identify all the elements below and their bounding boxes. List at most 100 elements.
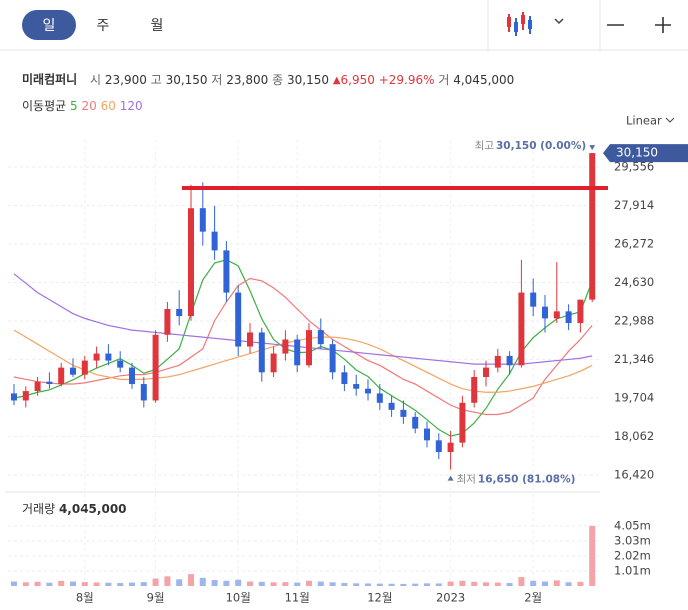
volume-bar [81, 582, 88, 586]
tab[interactable]: 일 [43, 18, 56, 34]
volume-tick-label: 4.05m [614, 518, 651, 532]
dropdown[interactable] [665, 117, 675, 123]
y-tick-label: 22,988 [614, 314, 654, 328]
candle-body [93, 353, 100, 361]
volume-bar [34, 581, 41, 586]
volume-bar [471, 581, 478, 586]
candle-body [542, 306, 548, 319]
candle-body [129, 367, 135, 385]
candle-body [400, 409, 407, 417]
candle-body [471, 377, 478, 403]
candle-body [105, 353, 112, 361]
volume-bar [494, 582, 501, 586]
volume-bar [140, 582, 147, 586]
volume-bar [435, 583, 442, 586]
y-tick-label: 24,630 [614, 275, 654, 289]
scale-mode[interactable]: Linear [626, 114, 662, 128]
volume-bar [11, 581, 17, 586]
volume-bar [294, 582, 301, 586]
volume-bar [412, 583, 419, 586]
volume-bar [306, 580, 312, 586]
volume-bar [258, 581, 265, 586]
candle-body [589, 153, 596, 300]
volume-bar [176, 579, 183, 586]
y-tick-label: 26,272 [614, 237, 654, 251]
volume-bar [46, 582, 53, 586]
candle-body [34, 381, 41, 392]
volume-bar [58, 580, 65, 586]
tab[interactable]: 월 [151, 18, 164, 34]
low-note-text: 16,650 (81.08%) [478, 474, 576, 486]
candle-body [459, 402, 466, 443]
volume-bar [565, 582, 572, 586]
candle-body [211, 231, 218, 251]
candle-body [317, 330, 324, 345]
volume-bar [129, 582, 135, 586]
volume-bar [188, 574, 194, 586]
volume-bar [589, 525, 596, 586]
candle-body [188, 208, 194, 317]
y-tick-label: 21,346 [614, 352, 654, 366]
volume-bar [199, 577, 206, 586]
chart-type-icon[interactable] [507, 12, 532, 36]
volume-bar [553, 580, 560, 586]
candle-body [412, 416, 419, 429]
candle-body [518, 292, 525, 366]
volume-bar [22, 582, 29, 586]
volume-bar [506, 583, 513, 586]
candle-body [424, 428, 430, 441]
candle-body [494, 355, 501, 368]
y-tick-label: 27,914 [614, 198, 654, 212]
candle-body [341, 372, 348, 385]
high-marker [589, 145, 596, 151]
x-tick-label: 10월 [226, 591, 251, 605]
volume-bar [447, 581, 454, 586]
volume-bar [211, 580, 218, 586]
candle-body [70, 367, 76, 375]
price-tag: 30,150 [616, 146, 658, 160]
volume-bar [400, 583, 407, 586]
candle-body [164, 309, 171, 335]
candle-body [376, 393, 383, 403]
candle-body [247, 332, 253, 347]
candle-body [140, 384, 147, 401]
y-tick-label: 16,420 [614, 468, 654, 482]
low-note-label: 최저 [457, 474, 476, 486]
volume-bar [247, 581, 253, 586]
volume-bar [577, 581, 584, 586]
volume-bar [317, 581, 324, 586]
volume-title: 거래량 4,045,000 [22, 502, 127, 516]
price-tag-bg [603, 144, 688, 163]
candle-body [235, 292, 242, 347]
candle-body [176, 309, 183, 317]
x-tick-label: 8월 [76, 591, 94, 605]
volume-tick-label: 2.02m [614, 548, 651, 562]
volume-bar [341, 583, 348, 586]
volume-bar [388, 583, 395, 586]
volume-bar [235, 579, 242, 586]
candle-body [530, 292, 537, 307]
volume-tick-label: 3.03m [614, 533, 651, 547]
quote-line: 시 23,900 고 30,150 저 23,800 종 30,150 ▲6,9… [90, 73, 514, 87]
tab[interactable]: 주 [97, 18, 110, 34]
candle-body [152, 334, 159, 401]
y-tick-label: 29,556 [614, 160, 654, 174]
volume-bar [365, 583, 371, 586]
volume-bar [329, 582, 336, 586]
candle-body [81, 360, 88, 375]
dropdown[interactable] [554, 18, 564, 25]
volume-bar [282, 582, 289, 586]
candle-body [365, 388, 371, 394]
candle-body [46, 381, 53, 385]
active-tab-bg[interactable] [22, 10, 76, 40]
candle-body [435, 440, 442, 453]
moving-average [13, 259, 593, 437]
volume-bar [270, 582, 277, 586]
high-note-label: 최고 [475, 140, 495, 152]
candle-body [282, 339, 289, 354]
volume-tick-label: 1.01m [614, 563, 651, 577]
volume-bar [223, 580, 230, 586]
zoom-in[interactable] [655, 17, 671, 33]
volume-bar [164, 576, 171, 586]
